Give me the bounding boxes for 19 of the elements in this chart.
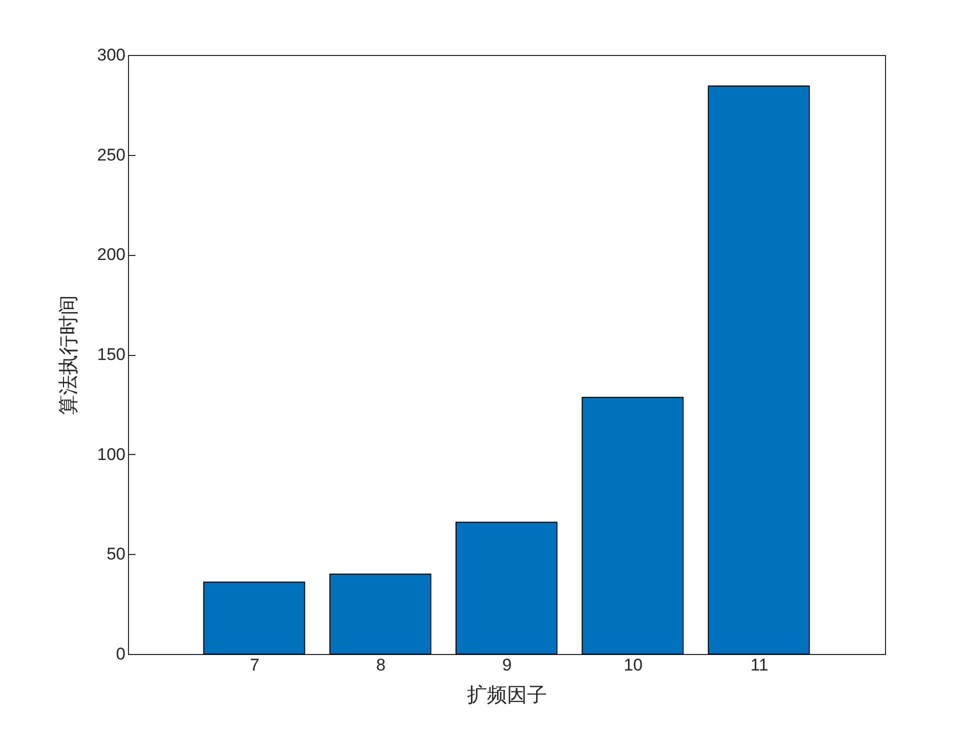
x-tick-label: 10 (624, 656, 643, 674)
bar (203, 582, 306, 654)
y-tick-label: 0 (116, 644, 126, 664)
y-tick-label: 250 (97, 145, 126, 164)
y-tick-label: 200 (97, 245, 126, 264)
bar (582, 396, 684, 654)
y-tick-label: 50 (106, 544, 126, 564)
y-tick-label: 100 (97, 444, 126, 464)
bar (708, 85, 810, 654)
y-tick-label: 300 (97, 46, 126, 64)
y-axis-title: 算法执行时间 (58, 295, 80, 415)
x-tick-label: 7 (250, 656, 260, 674)
x-axis-title: 扩频因子 (467, 684, 547, 706)
x-tick-label: 11 (750, 656, 768, 674)
bar (456, 522, 558, 654)
y-tick-label: 150 (97, 345, 126, 364)
bar (329, 574, 432, 654)
x-tick-label: 9 (502, 656, 512, 674)
x-tick-label: 8 (376, 656, 386, 674)
